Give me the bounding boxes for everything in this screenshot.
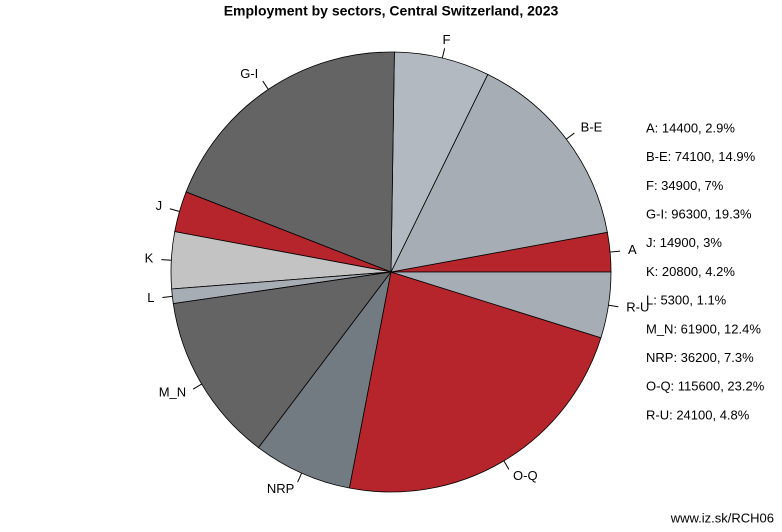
label-tick <box>503 460 510 470</box>
slice-label: NRP <box>267 481 294 496</box>
slice-label: L <box>147 290 154 305</box>
legend-entry: K: 20800, 4.2% <box>646 264 735 279</box>
legend-entry: R-U: 24100, 4.8% <box>646 407 750 422</box>
pie-slice <box>390 73 608 273</box>
legend-entry: F: 34900, 7% <box>646 178 724 193</box>
pie-slice <box>390 271 612 339</box>
source: www.iz.sk/RCH06 <box>670 510 774 525</box>
label-tick <box>566 132 575 140</box>
label-tick <box>162 295 173 298</box>
legend-entry: A: 14400, 2.9% <box>646 120 735 135</box>
label-tick <box>262 80 269 90</box>
slice-label: G-I <box>240 66 258 81</box>
pie-slice <box>185 51 395 273</box>
legend-entry: NRP: 36200, 7.3% <box>646 350 754 365</box>
slice-label: A <box>628 242 637 257</box>
legend-entry: M_N: 61900, 12.4% <box>646 321 761 336</box>
slice-label: K <box>145 251 154 266</box>
slice-label: J <box>156 198 163 213</box>
slice-label: O-Q <box>513 468 538 483</box>
legend-entry: B-E: 74100, 14.9% <box>646 149 756 164</box>
label-tick <box>608 304 619 308</box>
label-tick <box>610 250 621 253</box>
legend-entry: G-I: 96300, 19.3% <box>646 207 752 222</box>
slice-label: R-U <box>626 299 649 314</box>
legend-entry: J: 14900, 3% <box>646 235 722 250</box>
chart-title: Employment by sectors, Central Switzerla… <box>224 3 559 19</box>
label-tick <box>161 259 172 261</box>
label-tick <box>192 383 202 390</box>
slice-label: F <box>443 32 451 47</box>
legend-entry: O-Q: 115600, 23.2% <box>646 379 765 394</box>
legend-entry: L: 5300, 1.1% <box>646 293 727 308</box>
pie-slice <box>257 271 392 489</box>
label-tick <box>441 48 446 59</box>
slice-label: M_N <box>159 385 186 400</box>
label-tick <box>169 208 180 212</box>
slice-label: B-E <box>581 120 603 135</box>
label-tick <box>297 472 303 483</box>
